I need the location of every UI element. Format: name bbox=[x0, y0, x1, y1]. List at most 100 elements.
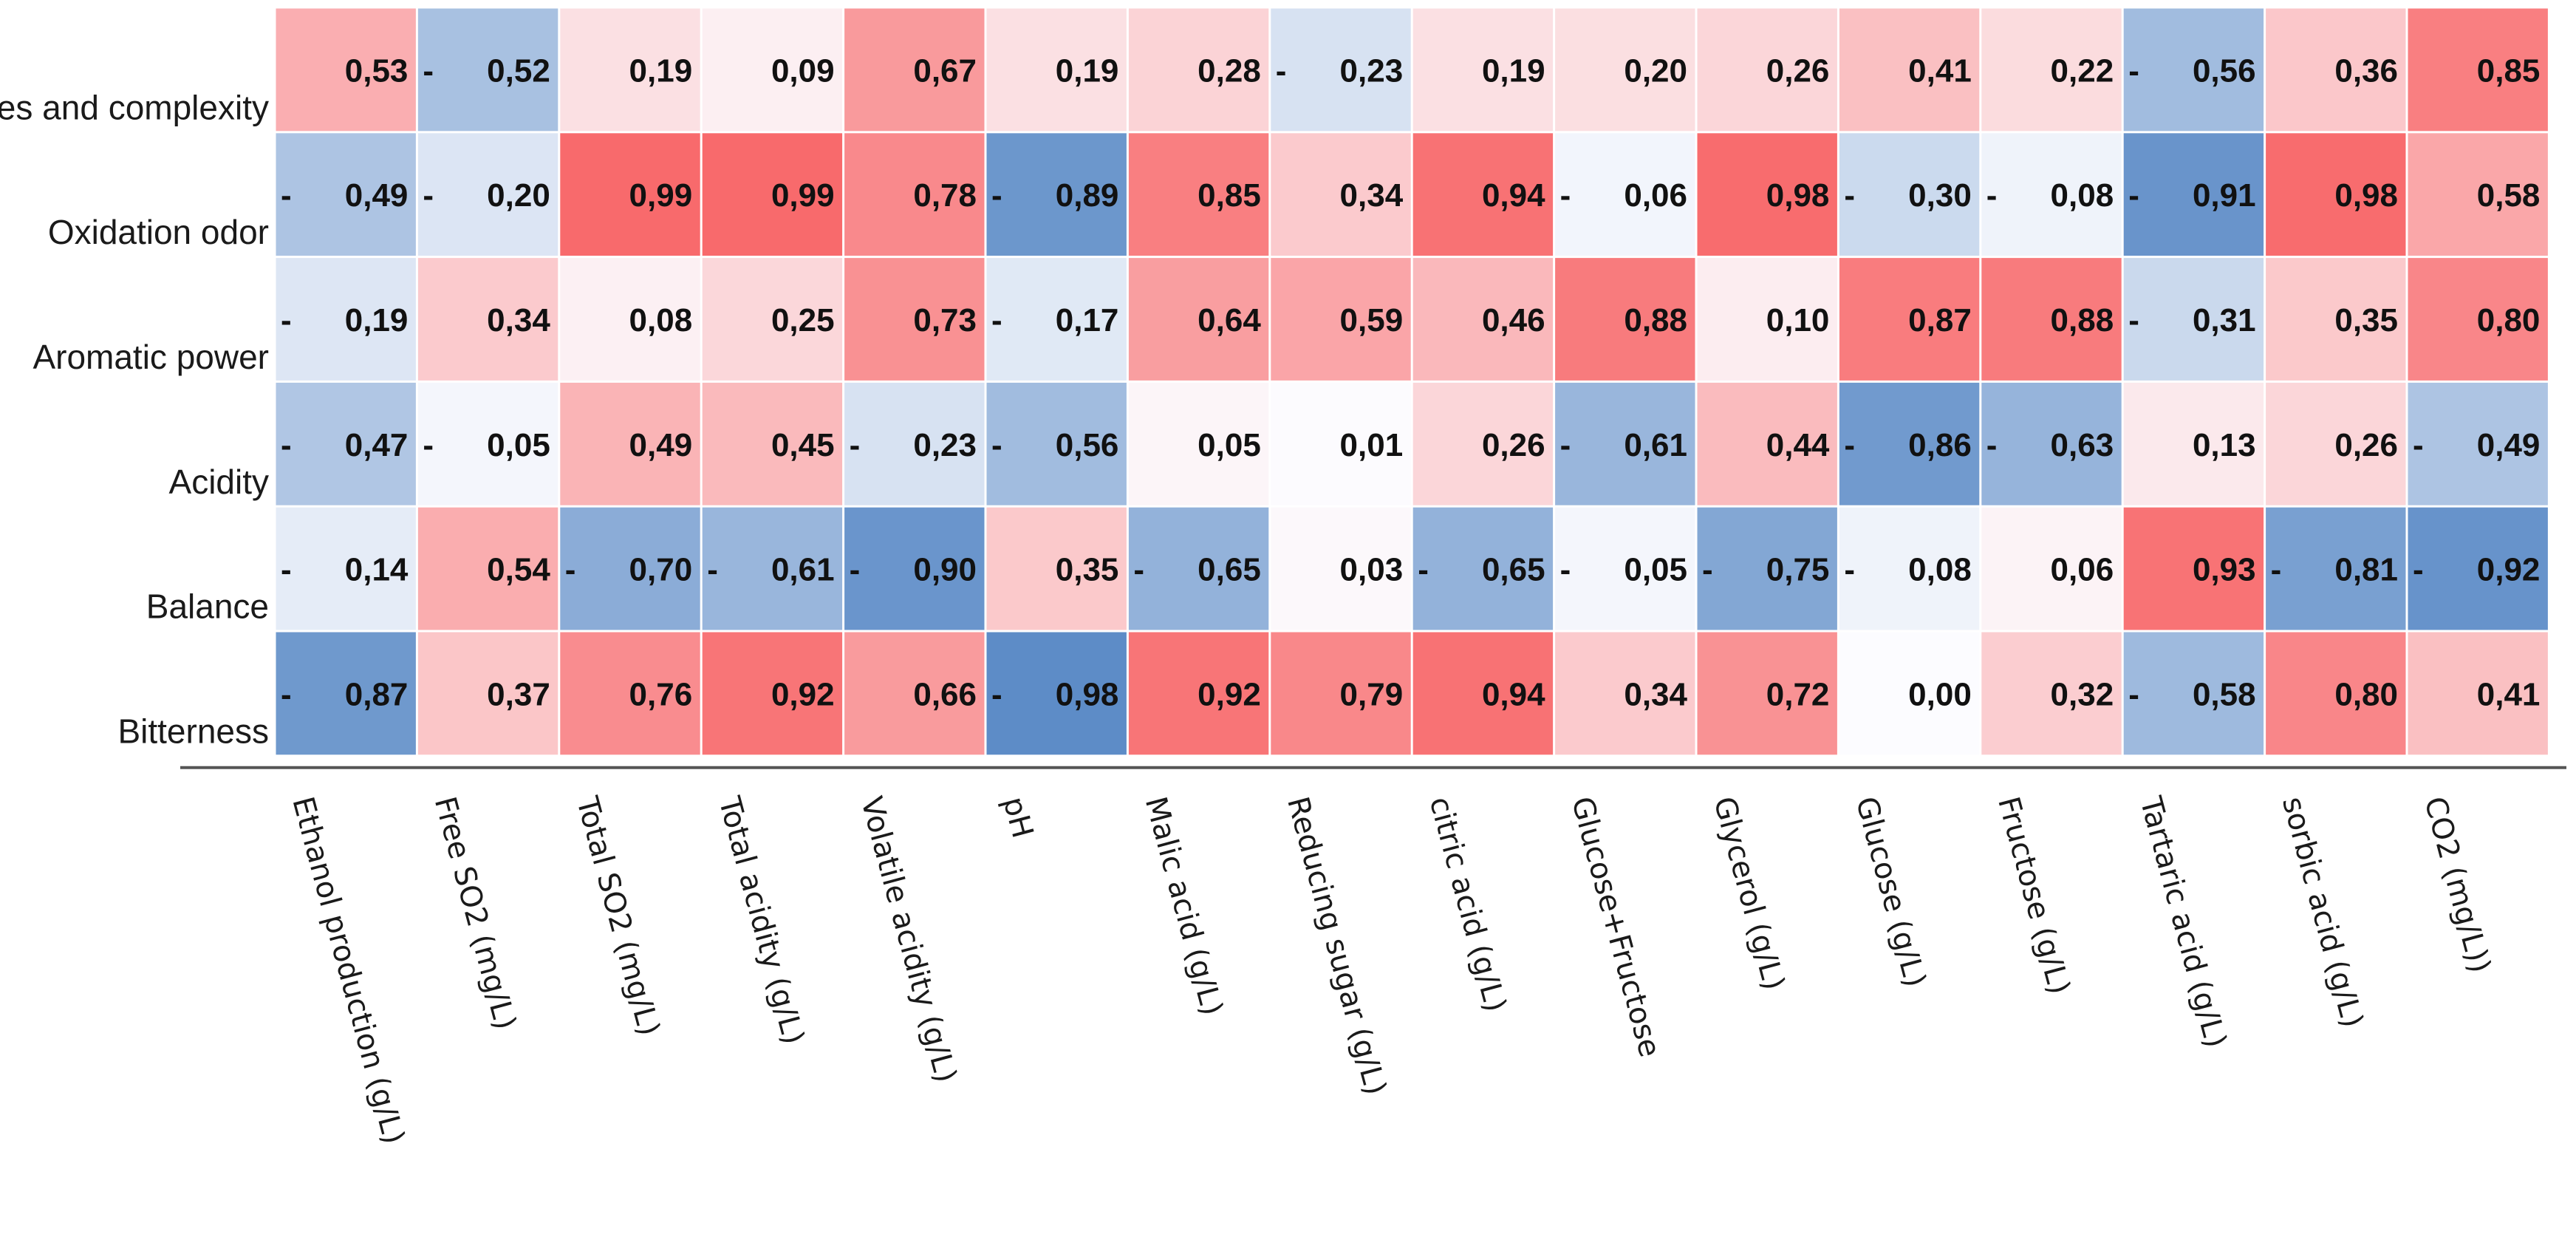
heatmap-cell bbox=[2408, 133, 2548, 256]
cell-value-label: 0,90 bbox=[913, 552, 977, 588]
cell-value-label: 0,80 bbox=[2334, 676, 2398, 712]
heatmap-cell bbox=[844, 632, 985, 755]
heatmap-cell bbox=[1981, 632, 2122, 755]
column-label: Fructose (g/L) bbox=[1991, 793, 2076, 998]
column-label: Ethanol production (g/L) bbox=[285, 793, 411, 1148]
negative-sign: - bbox=[2128, 52, 2139, 89]
cell-value-label: 0,36 bbox=[2334, 52, 2398, 89]
column-labels: Ethanol production (g/L) Free SO2 (mg/L) T… bbox=[285, 793, 2497, 1148]
cell-value-label: 0,76 bbox=[629, 676, 693, 712]
heatmap-cell bbox=[986, 8, 1127, 132]
heatmap-cell bbox=[986, 258, 1127, 381]
negative-sign: - bbox=[281, 552, 292, 588]
heatmap-cell bbox=[1839, 258, 1980, 381]
cell-value-label: 0,05 bbox=[1198, 427, 1261, 463]
heatmap-cell bbox=[417, 632, 558, 755]
cell-value-label: 0,47 bbox=[345, 427, 409, 463]
cell-value-label: 0,41 bbox=[2477, 676, 2541, 712]
negative-sign: - bbox=[1418, 552, 1429, 588]
cell-value-label: 0,66 bbox=[913, 676, 977, 712]
heatmap-cell bbox=[702, 258, 843, 381]
negative-sign: - bbox=[1702, 552, 1713, 588]
negative-sign: - bbox=[1986, 177, 1998, 214]
heatmap-cell bbox=[2408, 382, 2548, 505]
heatmap-cell bbox=[2266, 133, 2406, 256]
cell-value-label: 0,70 bbox=[629, 552, 693, 588]
cell-value-label: 0,13 bbox=[2193, 427, 2256, 463]
heatmap-cell bbox=[1412, 133, 1554, 256]
heatmap-cell bbox=[702, 133, 843, 256]
heatmap-cell bbox=[1839, 8, 1980, 132]
heatmap-cell bbox=[417, 133, 558, 256]
cell-value-label: 0,22 bbox=[2051, 52, 2114, 89]
cell-value-label: 0,73 bbox=[913, 302, 977, 338]
heatmap-cell bbox=[844, 133, 985, 256]
column-label: Volatile acidity (g/L) bbox=[854, 793, 963, 1086]
heatmap-cell bbox=[1555, 632, 1695, 755]
column-label: sorbic acid (g/L) bbox=[2275, 793, 2370, 1031]
cell-value-label: 0,34 bbox=[487, 302, 550, 338]
heatmap-cell bbox=[1555, 133, 1695, 256]
heatmap-cell bbox=[276, 507, 416, 630]
negative-sign: - bbox=[707, 552, 718, 588]
heatmap-cell bbox=[560, 258, 700, 381]
heatmap-cell bbox=[1128, 258, 1269, 381]
column-label: Total acidity (g/L) bbox=[711, 793, 810, 1049]
negative-sign: - bbox=[1133, 552, 1144, 588]
heatmap-cell bbox=[2123, 382, 2264, 505]
cell-value-label: 0,92 bbox=[771, 676, 835, 712]
cell-value-label: 0,94 bbox=[1482, 676, 1545, 712]
heatmap-cell bbox=[560, 133, 700, 256]
cell-value-label: 0,86 bbox=[1908, 427, 1972, 463]
negative-sign: - bbox=[1986, 427, 1998, 463]
negative-sign: - bbox=[850, 427, 861, 463]
negative-sign: - bbox=[1560, 177, 1571, 214]
cell-value-label: 0,79 bbox=[1340, 676, 1404, 712]
heatmap-cell bbox=[1412, 632, 1554, 755]
heatmap-cell bbox=[1412, 382, 1554, 505]
cell-value-label: 0,98 bbox=[1766, 177, 1830, 214]
heatmap-cell bbox=[560, 507, 700, 630]
cell-value-label: 0,20 bbox=[487, 177, 550, 214]
cell-value-label: 0,01 bbox=[1340, 427, 1404, 463]
heatmap-cell bbox=[844, 258, 985, 381]
cell-value-label: 0,09 bbox=[771, 52, 835, 89]
cell-value-label: 0,41 bbox=[1908, 52, 1972, 89]
cell-value-label: 0,58 bbox=[2477, 177, 2541, 214]
cell-value-label: 0,88 bbox=[1624, 302, 1687, 338]
negative-sign: - bbox=[423, 52, 434, 89]
heatmap-cell bbox=[1981, 507, 2122, 630]
cell-value-label: 0,75 bbox=[1766, 552, 1830, 588]
row-label: Balance bbox=[146, 587, 269, 626]
column-label: Glucose+Fructose bbox=[1565, 793, 1667, 1060]
cell-value-label: 0,91 bbox=[2193, 177, 2256, 214]
heatmap-cell bbox=[2123, 632, 2264, 755]
negative-sign: - bbox=[423, 177, 434, 214]
row-label: Fines and complexity bbox=[0, 88, 269, 126]
heatmap-cell bbox=[702, 382, 843, 505]
cell-value-label: 0,64 bbox=[1198, 302, 1261, 338]
heatmap-cell bbox=[2408, 632, 2548, 755]
cell-value-label: 0,94 bbox=[1482, 177, 1545, 214]
heatmap-cell bbox=[2408, 8, 2548, 132]
cell-value-label: 0,65 bbox=[1482, 552, 1545, 588]
column-label: Free SO2 (mg/L) bbox=[428, 793, 522, 1033]
heatmap-cell bbox=[844, 8, 985, 132]
negative-sign: - bbox=[991, 177, 1002, 214]
cell-value-label: 0,53 bbox=[345, 52, 409, 89]
heatmap-cell bbox=[1128, 507, 1269, 630]
heatmap-cell bbox=[986, 382, 1127, 505]
cell-value-label: 0,32 bbox=[2051, 676, 2114, 712]
negative-sign: - bbox=[991, 427, 1002, 463]
heatmap-cells: 0,53-0,52 0,19 0,09 0,67 0,19 0,28-0,23 0,19 0,… bbox=[276, 8, 2548, 755]
row-label: Acidity bbox=[169, 463, 269, 501]
heatmap-cell bbox=[1128, 8, 1269, 132]
cell-value-label: 0,26 bbox=[1482, 427, 1545, 463]
negative-sign: - bbox=[1844, 177, 1855, 214]
heatmap-cell bbox=[702, 632, 843, 755]
heatmap-cell bbox=[2266, 507, 2406, 630]
heatmap-cell bbox=[417, 258, 558, 381]
column-label: Tartaric acid (g/L) bbox=[2133, 793, 2232, 1052]
heatmap-cell bbox=[1981, 8, 2122, 132]
